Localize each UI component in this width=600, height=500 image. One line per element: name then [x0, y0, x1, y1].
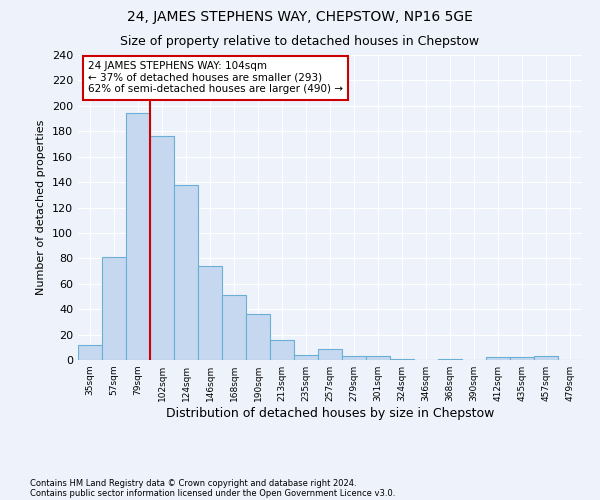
Bar: [222, 295, 246, 360]
X-axis label: Distribution of detached houses by size in Chepstow: Distribution of detached houses by size …: [166, 407, 494, 420]
Bar: [126, 114, 150, 360]
Bar: [270, 340, 294, 360]
Y-axis label: Number of detached properties: Number of detached properties: [37, 120, 46, 295]
Bar: [390, 358, 414, 360]
Bar: [174, 184, 198, 360]
Bar: [150, 136, 174, 360]
Bar: [246, 314, 270, 360]
Bar: [102, 257, 126, 360]
Bar: [486, 358, 510, 360]
Text: Size of property relative to detached houses in Chepstow: Size of property relative to detached ho…: [121, 35, 479, 48]
Text: 24, JAMES STEPHENS WAY, CHEPSTOW, NP16 5GE: 24, JAMES STEPHENS WAY, CHEPSTOW, NP16 5…: [127, 10, 473, 24]
Text: Contains public sector information licensed under the Open Government Licence v3: Contains public sector information licen…: [30, 488, 395, 498]
Bar: [438, 358, 462, 360]
Text: 24 JAMES STEPHENS WAY: 104sqm
← 37% of detached houses are smaller (293)
62% of : 24 JAMES STEPHENS WAY: 104sqm ← 37% of d…: [88, 61, 343, 94]
Bar: [78, 345, 102, 360]
Bar: [510, 358, 534, 360]
Bar: [318, 348, 342, 360]
Bar: [342, 356, 366, 360]
Bar: [198, 266, 222, 360]
Bar: [534, 356, 558, 360]
Bar: [294, 355, 318, 360]
Text: Contains HM Land Registry data © Crown copyright and database right 2024.: Contains HM Land Registry data © Crown c…: [30, 478, 356, 488]
Bar: [366, 356, 390, 360]
